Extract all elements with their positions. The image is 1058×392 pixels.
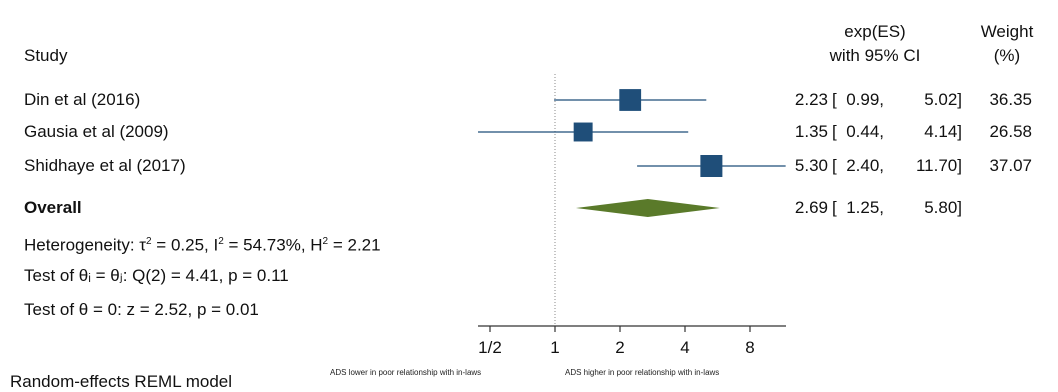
weight-value: 37.07 — [989, 156, 1032, 175]
effect-marker — [573, 122, 593, 142]
test-zero-text: Test of θ = 0: z = 2.52, p = 0.01 — [24, 300, 259, 319]
x-tick-label: 2 — [615, 338, 625, 357]
ci-high-value: 4.14] — [924, 122, 962, 141]
model-footer: Random-effects REML model — [10, 372, 233, 391]
es-bracket: [ — [832, 90, 837, 109]
ci-low-value: 0.44, — [846, 122, 884, 141]
es-value: 1.35 — [794, 122, 828, 141]
x-tick-label: 1/2 — [478, 338, 502, 357]
overall-diamond — [575, 199, 720, 217]
es-header-line1: exp(ES) — [844, 22, 906, 41]
es-value: 2.23 — [794, 90, 828, 109]
weight-value: 36.35 — [989, 90, 1032, 109]
weight-value: 26.58 — [989, 122, 1032, 141]
test-equal-text: Test of θᵢ = θⱼ: Q(2) = 4.41, p = 0.11 — [24, 266, 289, 285]
x-tick-label: 4 — [680, 338, 690, 357]
x-tick-label: 8 — [745, 338, 755, 357]
x-note-left: ADS lower in poor relationship with in-l… — [330, 368, 482, 377]
es-value: 5.30 — [794, 156, 828, 175]
overall-es-value: 2.69 — [794, 198, 828, 217]
heterogeneity-text: Heterogeneity: τ2 = 0.25, I2 = 54.73%, H… — [24, 235, 381, 255]
study-label: Shidhaye et al (2017) — [24, 156, 186, 175]
ci-low-value: 0.99, — [846, 90, 884, 109]
study-label: Gausia et al (2009) — [24, 122, 169, 141]
ci-high-value: 11.70] — [915, 156, 962, 175]
weight-header-line1: Weight — [980, 22, 1034, 41]
overall-ci-low-value: 1.25, — [846, 198, 884, 217]
ci-low-value: 2.40, — [846, 156, 884, 175]
ci-high-value: 5.02] — [924, 90, 962, 109]
study-header: Study — [24, 46, 68, 65]
overall-label: Overall — [24, 198, 82, 217]
weight-header-line2: (%) — [993, 46, 1021, 65]
study-label: Din et al (2016) — [24, 90, 141, 109]
overall-ci-high-value: 5.80] — [924, 198, 962, 217]
es-bracket: [ — [832, 122, 837, 141]
es-bracket: [ — [832, 156, 837, 175]
x-note-right: ADS higher in poor relationship with in-… — [565, 368, 720, 377]
es-header-line2: with 95% CI — [829, 46, 921, 65]
x-tick-label: 1 — [550, 338, 560, 357]
effect-marker — [619, 89, 642, 111]
es-bracket: [ — [832, 198, 837, 217]
effect-marker — [700, 155, 723, 177]
